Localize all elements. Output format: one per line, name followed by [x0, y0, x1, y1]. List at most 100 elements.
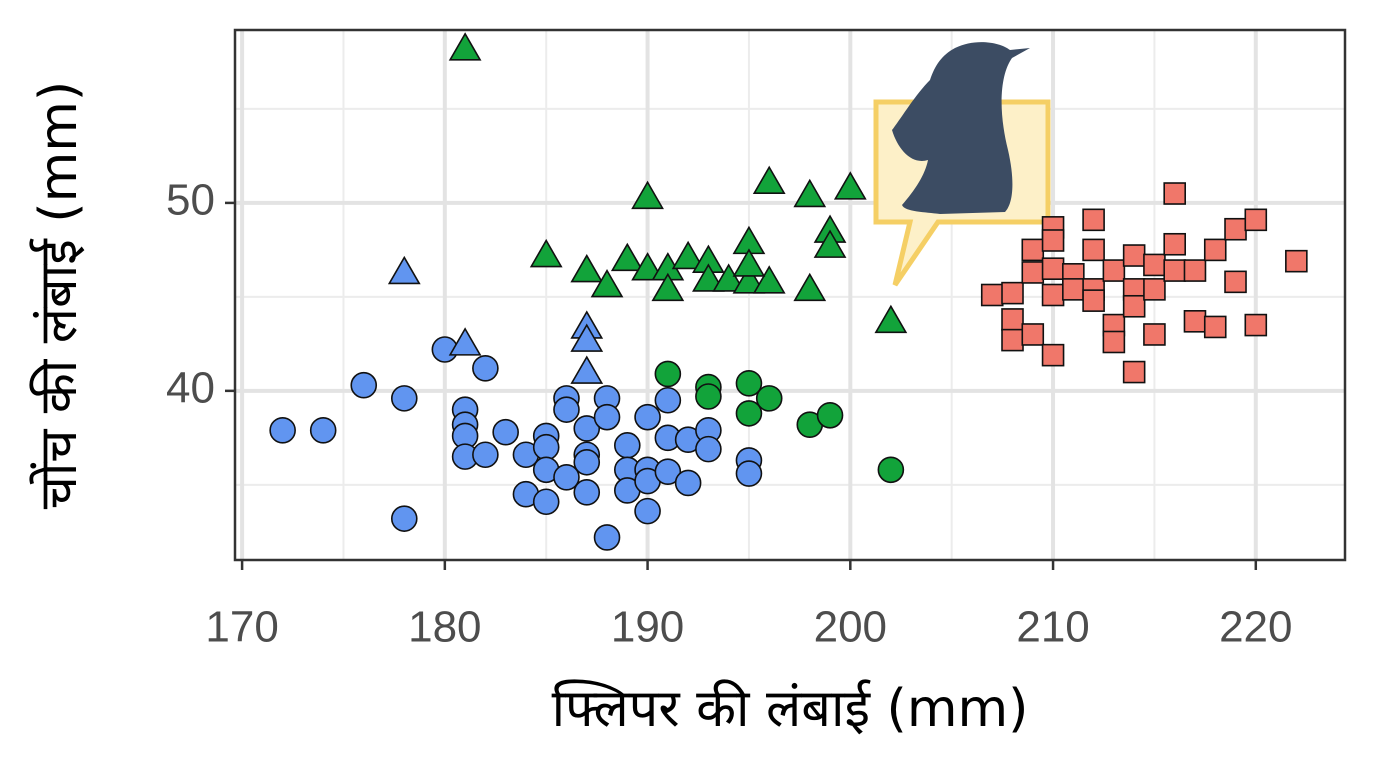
point: [1041, 283, 1065, 307]
points: [269, 32, 1308, 551]
point: [1224, 217, 1247, 241]
point: [732, 265, 766, 294]
point: [492, 418, 519, 446]
point: [610, 242, 644, 272]
point: [269, 417, 296, 444]
point: [570, 323, 604, 352]
point: [570, 253, 604, 283]
penguin: [892, 42, 1030, 214]
point: [1001, 328, 1024, 352]
point: [793, 272, 827, 302]
point: [1244, 313, 1268, 337]
point: [631, 252, 664, 281]
point: [1244, 208, 1268, 232]
point: [1285, 249, 1308, 273]
point: [532, 488, 560, 516]
point: [614, 432, 641, 459]
point: [309, 417, 337, 444]
point: [634, 403, 661, 431]
point: [573, 448, 601, 476]
x-tick-label: 210: [1016, 603, 1089, 652]
point: [1122, 294, 1146, 318]
plot-border: [233, 28, 1347, 562]
point: [472, 354, 499, 382]
point: [553, 464, 580, 491]
point: [755, 385, 783, 412]
y-axis-label: चोंच की लंबाई (mm): [29, 81, 89, 509]
point: [1163, 232, 1186, 256]
point: [350, 371, 378, 399]
point: [695, 383, 722, 410]
point: [1122, 360, 1146, 384]
point: [1183, 259, 1207, 282]
point: [390, 385, 418, 412]
point: [654, 360, 682, 388]
point: [1224, 270, 1247, 294]
point: [1021, 238, 1045, 262]
point: [1143, 253, 1166, 277]
point: [448, 327, 482, 356]
point: [735, 400, 763, 427]
y-tick-label: 50: [166, 176, 215, 225]
point: [1082, 208, 1105, 232]
point: [553, 396, 580, 423]
point: [631, 180, 664, 210]
point: [1082, 238, 1105, 262]
point: [1102, 330, 1126, 354]
point: [1001, 308, 1024, 331]
x-tick-label: 220: [1219, 603, 1292, 652]
point: [1041, 229, 1065, 252]
point: [593, 403, 621, 431]
point: [1183, 310, 1207, 333]
point: [735, 460, 763, 487]
point: [877, 456, 905, 484]
point: [874, 304, 908, 334]
point: [1143, 278, 1166, 301]
point: [980, 283, 1004, 307]
x-tick-label: 170: [205, 603, 278, 652]
x-tick-label: 200: [814, 603, 887, 652]
point: [532, 433, 560, 461]
point: [573, 479, 601, 506]
point: [816, 401, 844, 429]
point: [651, 272, 685, 302]
point: [1021, 261, 1045, 284]
point: [1122, 244, 1146, 267]
x-tick-label: 190: [611, 603, 684, 652]
point: [1021, 323, 1045, 346]
point: [654, 458, 682, 485]
y-tick-label: 40: [166, 363, 215, 412]
point: [752, 165, 786, 195]
point: [590, 269, 624, 298]
point: [712, 263, 746, 292]
point: [1041, 343, 1065, 367]
point: [813, 229, 847, 258]
point: [570, 355, 604, 384]
point: [472, 441, 499, 469]
point: [654, 386, 682, 414]
point: [1143, 323, 1166, 346]
point: [634, 497, 661, 525]
point: [735, 370, 763, 397]
point: [752, 265, 786, 294]
point: [1041, 257, 1065, 280]
point: [732, 248, 766, 277]
point: [1163, 259, 1186, 282]
point: [1203, 315, 1227, 339]
point: [448, 32, 482, 61]
point: [1163, 182, 1186, 205]
point: [529, 238, 563, 268]
point: [692, 263, 725, 292]
point: [390, 505, 418, 532]
point: [1102, 259, 1126, 282]
point: [695, 435, 722, 463]
x-tick-label: 180: [408, 603, 481, 652]
x-axis-label: फ्लिपर की लंबाई (mm): [552, 679, 1029, 739]
point: [1203, 238, 1227, 262]
penguin-icon: [873, 42, 1051, 287]
point: [593, 524, 621, 551]
point: [387, 255, 421, 285]
point: [1082, 289, 1105, 312]
